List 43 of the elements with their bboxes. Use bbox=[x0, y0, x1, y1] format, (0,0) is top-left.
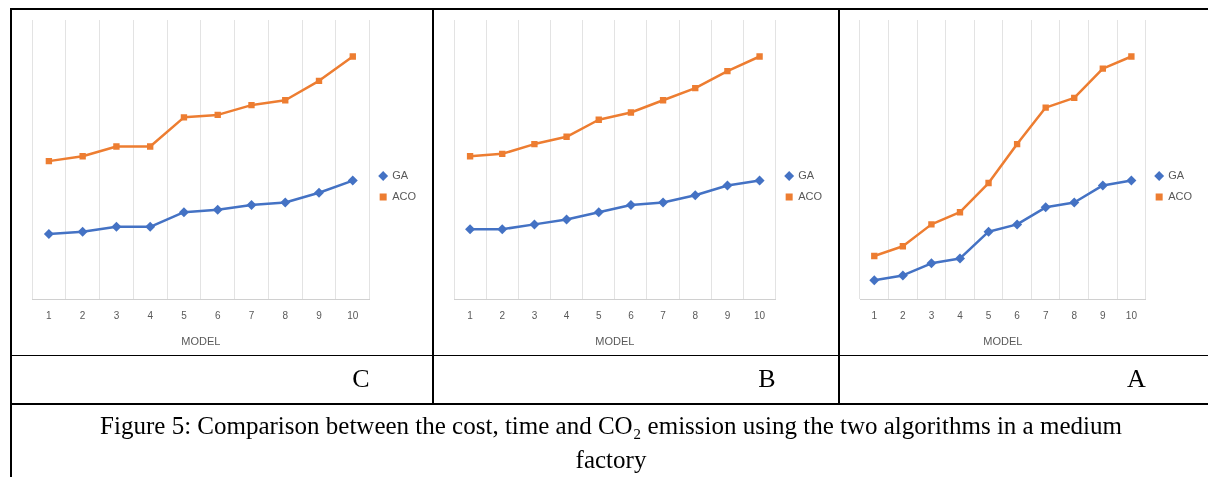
legend-label: ACO bbox=[1168, 190, 1193, 203]
text: C bbox=[352, 363, 370, 393]
x-tick-label: 10 bbox=[754, 309, 766, 321]
x-tick-label: 2 bbox=[79, 309, 86, 321]
x-tick-label: 1 bbox=[46, 309, 53, 321]
x-axis-title: MODEL bbox=[983, 335, 1023, 348]
x-tick-label: 9 bbox=[1100, 309, 1107, 321]
x-axis-title: MODEL bbox=[181, 335, 221, 348]
x-tick-label: 4 bbox=[563, 309, 570, 321]
x-tick-label: 9 bbox=[724, 309, 731, 321]
x-tick-label: 3 bbox=[113, 309, 120, 321]
legend-label: ACO bbox=[798, 190, 823, 203]
x-tick-label: 5 bbox=[985, 309, 992, 321]
x-tick-label: 6 bbox=[628, 309, 635, 321]
x-tick-label: 10 bbox=[347, 309, 359, 321]
x-tick-label: 7 bbox=[660, 309, 667, 321]
x-axis-title: MODEL bbox=[595, 335, 635, 348]
x-tick-label: 2 bbox=[900, 309, 907, 321]
legend-label: GA bbox=[1168, 169, 1185, 182]
x-tick-label: 1 bbox=[871, 309, 878, 321]
x-tick-label: 7 bbox=[248, 309, 255, 321]
x-tick-label: 9 bbox=[316, 309, 323, 321]
legend-label: GA bbox=[392, 169, 409, 182]
legend-label: GA bbox=[798, 169, 815, 182]
x-tick-label: 4 bbox=[957, 309, 964, 321]
text: A bbox=[1126, 363, 1146, 393]
x-tick-label: 8 bbox=[282, 309, 289, 321]
text: Figure 5: Comparison between the cost, time and CO₂ emission using the two algorithms in a medium factory bbox=[99, 411, 1123, 475]
x-tick-label: 6 bbox=[1014, 309, 1021, 321]
x-tick-label: 6 bbox=[214, 309, 221, 321]
x-tick-label: 3 bbox=[531, 309, 538, 321]
x-tick-label: 4 bbox=[147, 309, 154, 321]
x-tick-label: 2 bbox=[499, 309, 506, 321]
x-tick-label: 8 bbox=[692, 309, 699, 321]
legend-label: ACO bbox=[392, 190, 417, 203]
text: B bbox=[758, 363, 776, 393]
x-tick-label: 10 bbox=[1125, 309, 1138, 321]
x-tick-label: 7 bbox=[1042, 309, 1049, 321]
x-tick-label: 1 bbox=[467, 309, 474, 321]
x-tick-label: 8 bbox=[1071, 309, 1078, 321]
x-tick-label: 5 bbox=[181, 309, 188, 321]
x-tick-label: 5 bbox=[595, 309, 602, 321]
x-tick-label: 3 bbox=[928, 309, 935, 321]
